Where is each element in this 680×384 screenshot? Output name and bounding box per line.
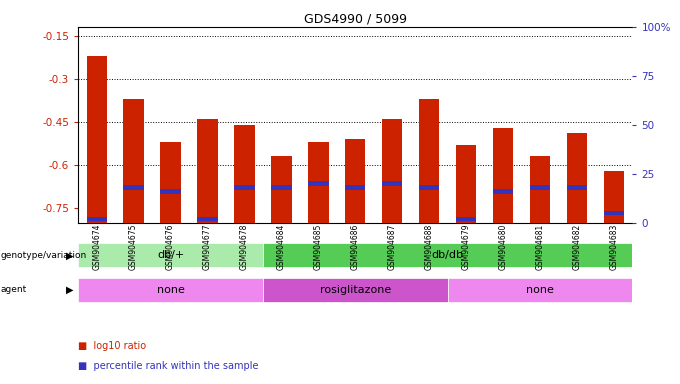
Bar — [308, 181, 328, 186]
Text: GSM904679: GSM904679 — [462, 223, 471, 270]
Bar — [447, 278, 632, 302]
Bar — [567, 134, 587, 223]
Bar — [78, 243, 263, 268]
Bar — [308, 142, 328, 223]
Text: GSM904678: GSM904678 — [240, 223, 249, 270]
Bar — [86, 56, 107, 223]
Text: GSM904680: GSM904680 — [498, 223, 507, 270]
Text: ▶: ▶ — [66, 285, 74, 295]
Bar — [160, 189, 181, 194]
Bar — [345, 185, 365, 190]
Text: GSM904686: GSM904686 — [351, 223, 360, 270]
Bar — [493, 189, 513, 194]
Text: GSM904685: GSM904685 — [314, 223, 323, 270]
Text: ■  log10 ratio: ■ log10 ratio — [78, 341, 146, 351]
Bar — [419, 99, 439, 223]
Bar — [235, 125, 254, 223]
Bar — [456, 145, 476, 223]
Text: GSM904683: GSM904683 — [609, 223, 618, 270]
Bar — [160, 142, 181, 223]
Bar — [263, 278, 447, 302]
Text: GSM904674: GSM904674 — [92, 223, 101, 270]
Text: GSM904687: GSM904687 — [388, 223, 396, 270]
Bar — [271, 157, 292, 223]
Bar — [86, 217, 107, 221]
Bar — [197, 119, 218, 223]
Bar — [567, 185, 587, 190]
Text: none: none — [156, 285, 184, 295]
Bar — [345, 139, 365, 223]
Bar — [124, 99, 143, 223]
Bar — [124, 185, 143, 190]
Text: rosiglitazone: rosiglitazone — [320, 285, 391, 295]
Text: ■  percentile rank within the sample: ■ percentile rank within the sample — [78, 361, 258, 371]
Bar — [197, 217, 218, 221]
Bar — [382, 181, 403, 186]
Bar — [78, 278, 263, 302]
Bar — [530, 185, 550, 190]
Bar — [493, 127, 513, 223]
Bar — [604, 211, 624, 215]
Bar — [235, 185, 254, 190]
Text: db/+: db/+ — [157, 250, 184, 260]
Text: GSM904682: GSM904682 — [573, 223, 581, 270]
Text: ▶: ▶ — [66, 250, 74, 260]
Bar — [604, 171, 624, 223]
Text: none: none — [526, 285, 554, 295]
Text: GSM904675: GSM904675 — [129, 223, 138, 270]
Bar — [263, 243, 632, 268]
Bar — [271, 185, 292, 190]
Text: db/db: db/db — [432, 250, 464, 260]
Bar — [419, 185, 439, 190]
Bar — [382, 119, 403, 223]
Text: GSM904677: GSM904677 — [203, 223, 212, 270]
Text: GSM904681: GSM904681 — [536, 223, 545, 270]
Bar — [456, 217, 476, 221]
Title: GDS4990 / 5099: GDS4990 / 5099 — [304, 13, 407, 26]
Bar — [530, 157, 550, 223]
Text: genotype/variation: genotype/variation — [1, 251, 87, 260]
Text: GSM904688: GSM904688 — [425, 223, 434, 270]
Text: GSM904676: GSM904676 — [166, 223, 175, 270]
Text: agent: agent — [1, 285, 27, 295]
Text: GSM904684: GSM904684 — [277, 223, 286, 270]
